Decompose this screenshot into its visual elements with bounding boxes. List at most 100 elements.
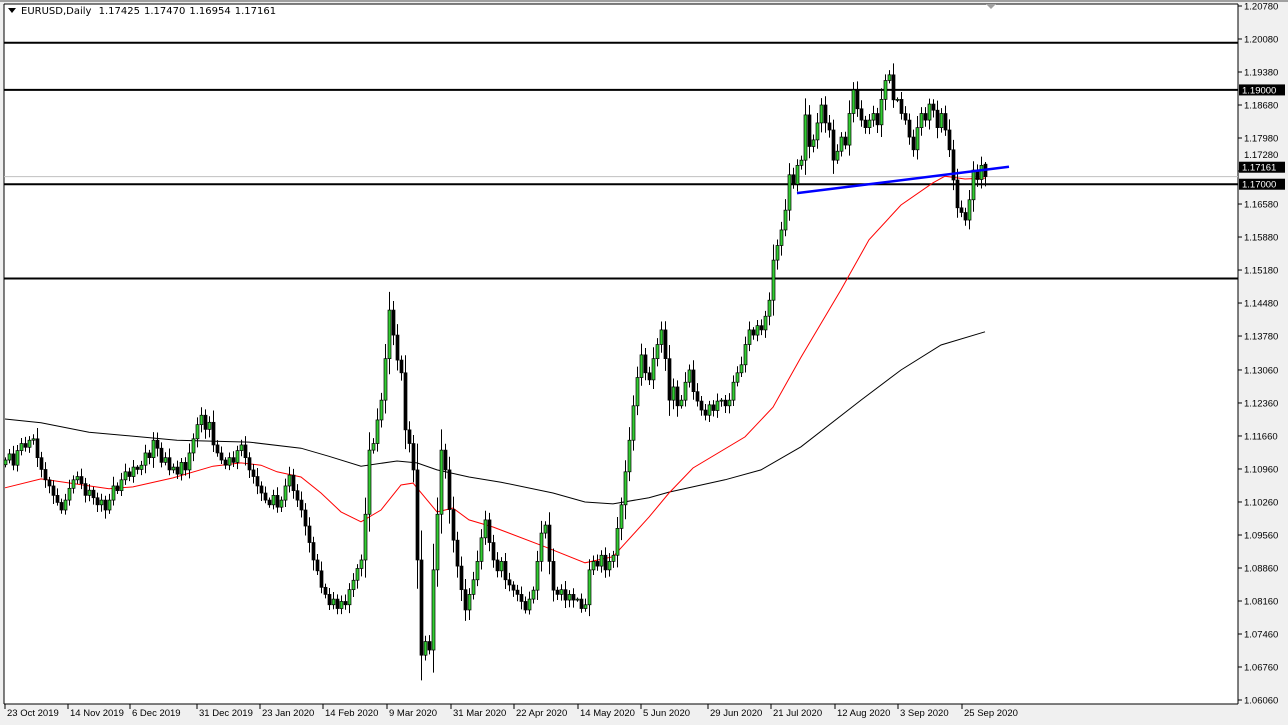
bearish-candle-body xyxy=(563,589,568,601)
candle xyxy=(919,107,924,136)
candle xyxy=(159,442,164,468)
bearish-candle-body xyxy=(695,391,700,402)
bullish-candle-body xyxy=(815,122,820,141)
bearish-candle-body xyxy=(511,584,516,591)
candle xyxy=(907,113,912,145)
candle xyxy=(411,435,416,483)
bid-price-label-bg xyxy=(1239,161,1285,173)
candle xyxy=(891,63,896,108)
bearish-candle-body xyxy=(923,113,928,121)
candle xyxy=(415,443,420,589)
bullish-candle-body xyxy=(71,479,76,489)
bullish-candle-body xyxy=(423,641,428,656)
candle xyxy=(283,478,288,508)
bearish-candle-body xyxy=(959,207,964,213)
candle xyxy=(551,548,556,602)
candle xyxy=(299,491,304,518)
candle xyxy=(3,457,8,468)
candle xyxy=(883,74,888,111)
ohlc-open: 1.17425 xyxy=(98,6,140,17)
bearish-candle-body xyxy=(703,409,708,416)
candle xyxy=(75,471,80,485)
y-tick-label: 1.11660 xyxy=(1244,431,1278,442)
bearish-candle-body xyxy=(47,479,52,487)
candle xyxy=(267,497,272,508)
x-tick-label: 22 Apr 2020 xyxy=(516,708,567,719)
candle xyxy=(191,433,196,462)
candle xyxy=(803,98,808,175)
candle xyxy=(31,434,36,445)
bullish-candle-body xyxy=(611,554,616,562)
candle xyxy=(651,347,656,389)
candle xyxy=(127,467,132,482)
candle xyxy=(359,554,364,577)
bullish-candle-body xyxy=(435,513,440,571)
bearish-candle-body xyxy=(175,466,180,475)
candle xyxy=(827,115,832,138)
bearish-candle-body xyxy=(79,476,84,484)
bullish-candle-body xyxy=(471,579,476,595)
level-price-label-bg xyxy=(1239,178,1285,190)
bullish-candle-body xyxy=(783,209,788,231)
bearish-candle-body xyxy=(215,444,220,454)
candle xyxy=(635,366,640,416)
candle xyxy=(419,530,424,681)
bearish-candle-body xyxy=(343,601,348,606)
bearish-candle-body xyxy=(519,594,524,602)
candle xyxy=(247,452,252,478)
bearish-candle-body xyxy=(327,594,332,606)
bullish-candle-body xyxy=(139,464,144,470)
bearish-candle-body xyxy=(943,113,948,131)
bullish-candle-body xyxy=(767,299,772,317)
candle xyxy=(55,488,60,506)
bearish-candle-body xyxy=(503,561,508,581)
candle xyxy=(755,319,760,342)
candle xyxy=(367,432,372,532)
candle xyxy=(679,394,684,409)
candle xyxy=(795,159,800,192)
bullish-candle-body xyxy=(567,594,572,601)
bearish-candle-body xyxy=(267,499,272,506)
candle xyxy=(67,479,72,506)
candle xyxy=(575,597,580,602)
bullish-candle-body xyxy=(107,499,112,511)
bullish-candle-body xyxy=(279,499,284,508)
bearish-candle-body xyxy=(55,495,60,503)
candle xyxy=(887,70,892,84)
candle xyxy=(63,493,68,515)
bearish-candle-body xyxy=(147,452,152,459)
candle xyxy=(291,468,296,499)
bullish-candle-body xyxy=(919,113,924,128)
x-tick-label: 23 Oct 2019 xyxy=(7,708,59,719)
candle xyxy=(71,475,76,494)
bullish-candle-body xyxy=(683,381,688,401)
bearish-candle-body xyxy=(415,469,420,561)
bearish-candle-body xyxy=(135,466,140,470)
bullish-candle-body xyxy=(887,74,892,81)
bullish-candle-body xyxy=(31,438,36,441)
bearish-candle-body xyxy=(891,74,896,101)
bearish-candle-body xyxy=(751,329,756,336)
candle xyxy=(399,355,404,381)
dropdown-triangle-icon[interactable] xyxy=(8,8,16,13)
bearish-candle-body xyxy=(335,598,340,609)
y-tick-label: 1.13060 xyxy=(1244,365,1278,376)
bearish-candle-body xyxy=(39,457,44,470)
candle xyxy=(35,427,40,467)
bullish-candle-body xyxy=(467,594,472,611)
candle xyxy=(223,457,228,470)
y-tick-label: 1.13780 xyxy=(1244,332,1278,343)
bullish-candle-body xyxy=(871,113,876,121)
candle xyxy=(435,497,440,587)
candle xyxy=(507,572,512,592)
bullish-candle-body xyxy=(715,400,720,411)
candle xyxy=(719,398,724,407)
candle xyxy=(559,584,564,601)
candle xyxy=(511,581,516,597)
candle xyxy=(687,364,692,388)
bearish-candle-body xyxy=(403,372,408,431)
bullish-candle-body xyxy=(687,369,692,383)
bullish-candle-body xyxy=(775,245,780,261)
